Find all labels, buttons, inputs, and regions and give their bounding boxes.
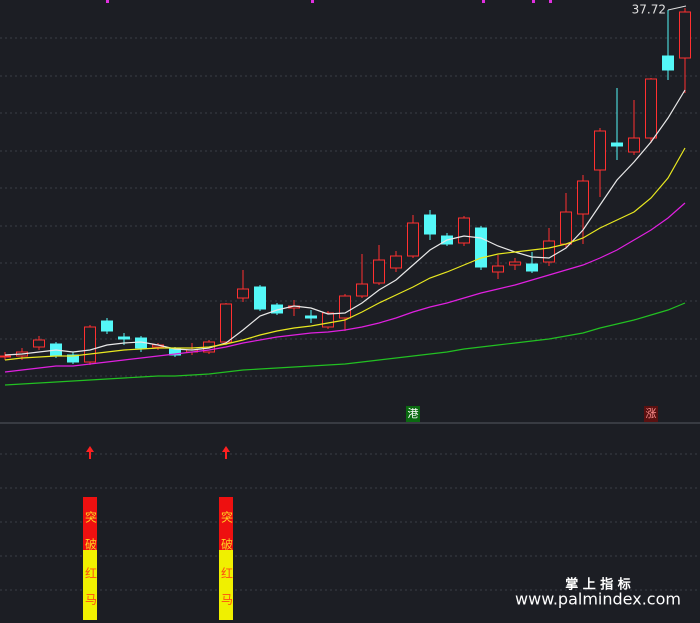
moving-average [4,302,686,386]
candle-body [373,259,385,284]
candle-body [492,265,504,273]
candle-body [0,355,11,358]
signal-text: 马 [85,593,97,607]
candle-body [220,303,232,343]
candle-body [101,320,113,332]
candle-body [237,288,249,299]
candle-body [254,286,266,310]
signal-text: 突 [85,510,97,525]
signal-bar-bottom [83,550,97,620]
signal-arrow [222,446,230,459]
candle-body [526,263,538,272]
flag-box [406,406,420,422]
candle-body [84,326,96,363]
candle-body [509,261,521,266]
signal-text: 破 [221,537,233,552]
signal-bar-bottom [219,550,233,620]
candle-body [594,130,606,171]
candle-body [305,315,317,319]
signal-text: 突 [221,510,233,525]
signal-text: 红 [85,566,97,581]
candle-body [645,78,657,139]
high-label: 37.72 [632,3,666,17]
signal-arrow [86,446,94,459]
moving-average [4,147,686,361]
top-dots [106,0,552,3]
candle-body [322,312,334,328]
candle-body [390,255,402,269]
flag-text: 港 [408,407,419,420]
watermark-url: www.palmindex.com [515,590,681,609]
moving-average [4,202,686,373]
signal-bar-top [219,497,233,550]
candle-body [424,214,436,235]
flag-box [644,406,658,422]
candle-body [628,137,640,153]
candle-body [679,11,691,59]
candle-body [560,211,572,245]
flag-text: 涨 [646,407,657,420]
high-arrow [667,5,687,11]
candle-body [407,222,419,257]
candle-body [67,354,79,363]
signal-text: 红 [221,566,233,581]
signal-bar-top [83,497,97,550]
candle-body [475,227,487,268]
signal-text: 破 [85,537,97,552]
candle-body [543,240,555,263]
candle-body [118,336,130,340]
candle-body [339,295,351,319]
candle-body [33,339,45,348]
candle-body [356,283,368,297]
candle-body [458,217,470,244]
signal-text: 马 [221,593,233,607]
candle-body [611,142,623,147]
candle-body [577,180,589,215]
watermark-title: 掌 上 指 标 [565,577,631,593]
candle-body [662,55,674,71]
